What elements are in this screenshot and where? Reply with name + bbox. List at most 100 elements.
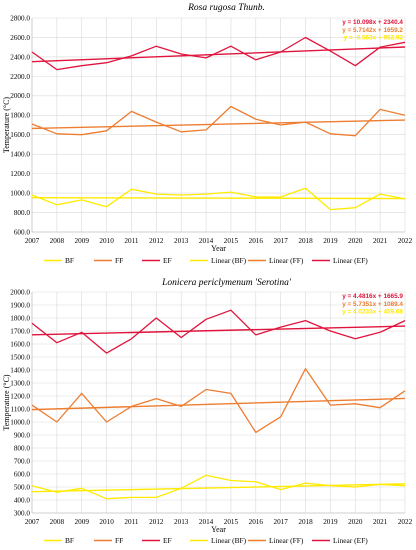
trendline-equation: y = 5.7351x + 1089.4	[342, 301, 403, 308]
x-tick-label: 2013	[174, 518, 189, 526]
y-tick-label: 1200.0	[10, 170, 30, 178]
legend-label: Linear (BF)	[211, 536, 247, 545]
legend-item: Linear (BF)	[190, 536, 247, 545]
y-tick-label: 1400.0	[10, 366, 30, 374]
legend-label: Linear (BF)	[211, 256, 247, 265]
legend-item: Linear (FF)	[248, 256, 304, 265]
trendline-equation: y = 10.098x + 2340.4	[342, 19, 403, 26]
y-axis-label: Temperature (°C)	[2, 374, 11, 431]
legend-label: EF	[163, 256, 172, 265]
x-tick-label: 2007	[25, 237, 40, 245]
y-tick-label: 1000.0	[10, 189, 30, 197]
x-tick-label: 2022	[398, 518, 413, 526]
legend-item: Linear (EF)	[312, 256, 368, 265]
chart-2: Lonicera periclymenum 'Serotina' 300.0 400…	[2, 278, 413, 545]
x-tick-label: 2012	[149, 518, 164, 526]
series-line-bf	[31, 474, 406, 500]
x-tick-label: 2013	[174, 237, 189, 245]
y-tick-label: 2000.0	[10, 92, 30, 100]
legend-label: Linear (EF)	[333, 536, 368, 545]
y-tick-label: 1900.0	[10, 301, 30, 309]
y-tick-label: 1800.0	[10, 112, 30, 120]
y-tick-label: 2200.0	[10, 73, 30, 81]
y-tick-label: 600.0	[14, 228, 31, 236]
x-tick-label: 2021	[373, 237, 388, 245]
x-tick-label: 2018	[298, 237, 313, 245]
y-tick-label: 700.0	[14, 457, 31, 465]
legend-label: EF	[163, 536, 172, 545]
x-tick-label: 2009	[75, 237, 90, 245]
y-tick-label: 1600.0	[10, 340, 30, 348]
x-tick-label: 2019	[323, 518, 338, 526]
x-tick-label: 2020	[348, 518, 363, 526]
chart-title: Lonicera periclymenum 'Serotina'	[161, 278, 292, 288]
trendline-equation: y = 4.4816x + 1665.9	[342, 293, 403, 300]
x-tick-label: 2012	[149, 237, 164, 245]
chart-title: Rosa rugosa Thunb.	[187, 3, 265, 13]
x-tick-label: 2010	[99, 237, 114, 245]
x-tick-label: 2011	[124, 237, 139, 245]
legend-label: Linear (EF)	[333, 256, 368, 265]
trendline-equation: y = 4.0233x + 459.68	[342, 309, 403, 316]
x-axis-label: Year	[211, 525, 226, 534]
legend-item: FF	[94, 256, 123, 265]
x-tick-label: 2016	[249, 237, 264, 245]
trendline-linear-ff	[31, 119, 406, 130]
y-tick-label: 1100.0	[11, 405, 31, 413]
trendline-equation: y = -0.563x + 952.92	[344, 35, 404, 42]
x-tick-label: 2011	[124, 518, 139, 526]
x-tick-label: 2016	[249, 518, 264, 526]
y-tick-label: 1200.0	[10, 392, 30, 400]
y-tick-label: 2000.0	[10, 288, 30, 296]
legend-item: BF	[44, 536, 74, 545]
y-tick-label: 800.0	[14, 444, 31, 452]
y-tick-label: 800.0	[14, 209, 31, 217]
x-tick-label: 2017	[273, 518, 288, 526]
y-tick-label: 1700.0	[10, 327, 30, 335]
series-line-ef	[31, 36, 406, 71]
legend-label: BF	[65, 536, 74, 545]
x-axis-label: Year	[211, 244, 226, 253]
legend-item: EF	[142, 536, 172, 545]
x-tick-label: 2007	[25, 518, 40, 526]
trendline-linear-bf	[31, 483, 406, 493]
y-tick-label: 500.0	[14, 483, 31, 491]
x-tick-label: 2009	[75, 518, 90, 526]
legend-item: Linear (FF)	[248, 536, 304, 545]
series-line-ff	[31, 368, 406, 434]
x-tick-label: 2010	[99, 518, 114, 526]
x-tick-label: 2008	[50, 518, 65, 526]
series-line-bf	[31, 187, 406, 211]
x-tick-label: 2015	[224, 237, 239, 245]
y-tick-label: 900.0	[14, 431, 31, 439]
x-tick-label: 2014	[199, 237, 214, 245]
y-tick-label: 300.0	[14, 509, 31, 517]
x-tick-label: 2008	[50, 237, 65, 245]
legend-label: FF	[115, 256, 123, 265]
y-tick-label: 1500.0	[10, 353, 30, 361]
legend-item: Linear (BF)	[190, 256, 247, 265]
y-tick-label: 1300.0	[10, 379, 30, 387]
trendline-equation: y = 5.7142x + 1659.2	[342, 27, 403, 34]
y-axis-label: Temperature (°C)	[2, 97, 11, 154]
x-tick-label: 2020	[348, 237, 363, 245]
x-tick-label: 2019	[323, 237, 338, 245]
x-tick-label: 2014	[199, 518, 214, 526]
x-tick-label: 2022	[398, 237, 413, 245]
x-tick-label: 2017	[273, 237, 288, 245]
y-tick-label: 1400.0	[10, 151, 30, 159]
series-line-ef	[31, 309, 406, 354]
legend-item: BF	[44, 256, 74, 265]
legend-label: Linear (FF)	[269, 536, 304, 545]
y-tick-label: 400.0	[14, 496, 31, 504]
trendline-linear-bf	[31, 197, 406, 200]
y-tick-label: 2600.0	[10, 34, 30, 42]
legend-item: Linear (EF)	[312, 536, 368, 545]
legend-label: BF	[65, 256, 74, 265]
y-tick-label: 2800.0	[10, 14, 30, 22]
chart-1: Rosa rugosa Thunb. 600.0 800.0 1000.0 1200.0…	[2, 3, 413, 265]
y-tick-label: 600.0	[14, 470, 31, 478]
trendline-linear-ef	[31, 46, 406, 63]
